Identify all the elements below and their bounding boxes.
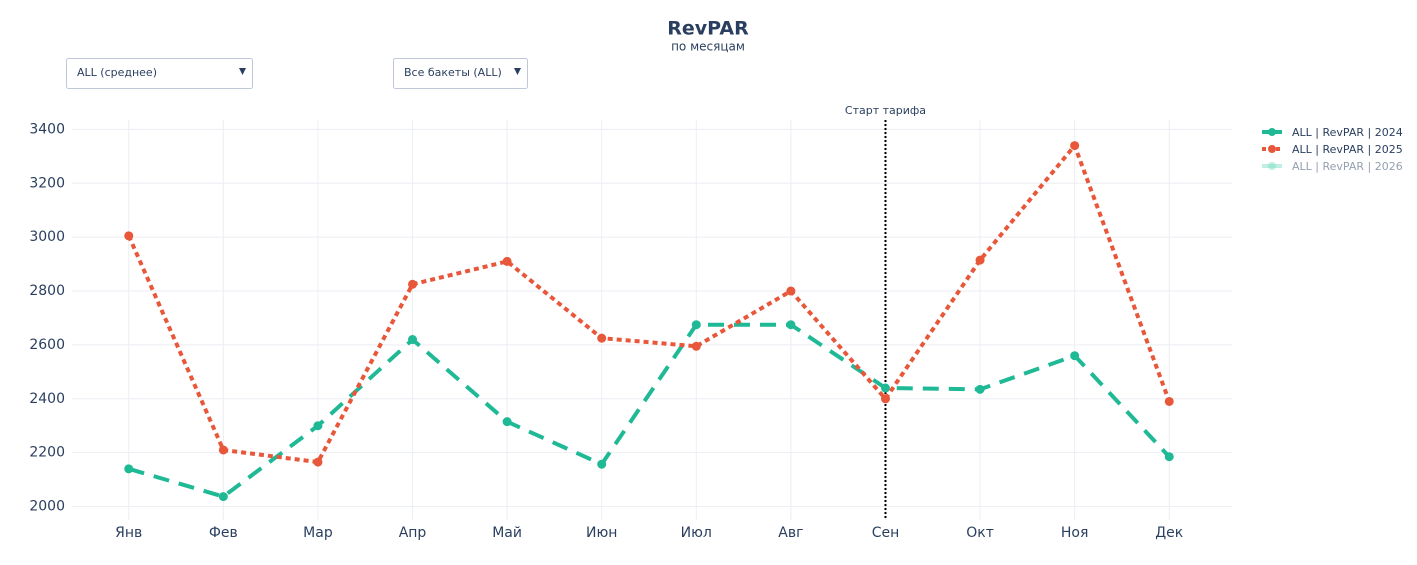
legend-label: ALL | RevPAR | 2025 (1292, 143, 1403, 156)
series-marker (502, 256, 512, 266)
legend-marker (1268, 162, 1276, 170)
dropdown-label[interactable]: Все бакеты (ALL) (404, 66, 502, 79)
x-tick-label: Авг (778, 525, 803, 541)
x-tick-label: Янв (115, 525, 142, 541)
y-tick-label: 2200 (29, 445, 65, 461)
annotation-text: Старт тарифа (845, 104, 926, 117)
series-marker (786, 286, 796, 296)
series-marker (1070, 351, 1080, 361)
legend-label: ALL | RevPAR | 2026 (1292, 160, 1403, 173)
y-tick-label: 3000 (29, 229, 65, 245)
x-tick-label: Июн (586, 525, 617, 541)
dropdown-box[interactable] (66, 58, 253, 89)
series-line (126, 141, 1172, 465)
chart-subtitle: по месяцам (671, 40, 745, 54)
series-marker (597, 459, 607, 469)
series-marker (1070, 141, 1080, 151)
x-tick-label: Май (492, 525, 522, 541)
series-marker (313, 421, 323, 431)
dropdown-label[interactable]: ALL (среднее) (77, 66, 157, 79)
series-marker (124, 231, 134, 241)
y-tick-label: 2800 (29, 283, 65, 299)
series-marker (218, 492, 228, 502)
series-marker (502, 417, 512, 427)
series-marker (408, 335, 418, 345)
x-tick-label: Фев (209, 525, 238, 541)
x-tick-label: Апр (399, 525, 427, 541)
y-tick-label: 2400 (29, 391, 65, 407)
series-marker (880, 383, 890, 393)
series-marker (218, 445, 228, 455)
x-tick-label: Окт (966, 525, 994, 541)
series-marker (880, 394, 890, 404)
series-marker (124, 464, 134, 474)
dropdown-box[interactable] (393, 58, 528, 89)
series-marker (597, 333, 607, 343)
x-tick-label: Дек (1155, 525, 1183, 541)
series-marker (786, 320, 796, 330)
x-tick-label: Сен (872, 525, 900, 541)
y-tick-label: 2600 (29, 337, 65, 353)
series-marker (975, 384, 985, 394)
dropdown[interactable]: Все бакеты (ALL) (393, 58, 528, 89)
legend-marker (1268, 128, 1276, 136)
series-marker (1164, 396, 1174, 406)
x-tick-label: Июл (681, 525, 712, 541)
y-tick-label: 3200 (29, 175, 65, 191)
series-marker (975, 255, 985, 265)
legend-marker (1268, 145, 1276, 153)
series-marker (408, 279, 418, 289)
series-line (128, 322, 1171, 499)
chart-title: RevPAR (667, 18, 749, 40)
series-marker (313, 457, 323, 467)
x-tick-label: Ноя (1061, 525, 1089, 541)
dropdown-arrow[interactable] (239, 68, 246, 75)
dropdown-arrow[interactable] (514, 68, 521, 75)
y-tick-label: 2000 (29, 499, 65, 515)
series-marker (691, 341, 701, 351)
legend-label: ALL | RevPAR | 2024 (1292, 126, 1403, 139)
dropdown[interactable]: ALL (среднее) (66, 58, 253, 89)
x-tick-label: Мар (303, 525, 333, 541)
series-marker (691, 320, 701, 330)
series-marker (1164, 452, 1174, 462)
y-tick-label: 3400 (29, 121, 65, 137)
